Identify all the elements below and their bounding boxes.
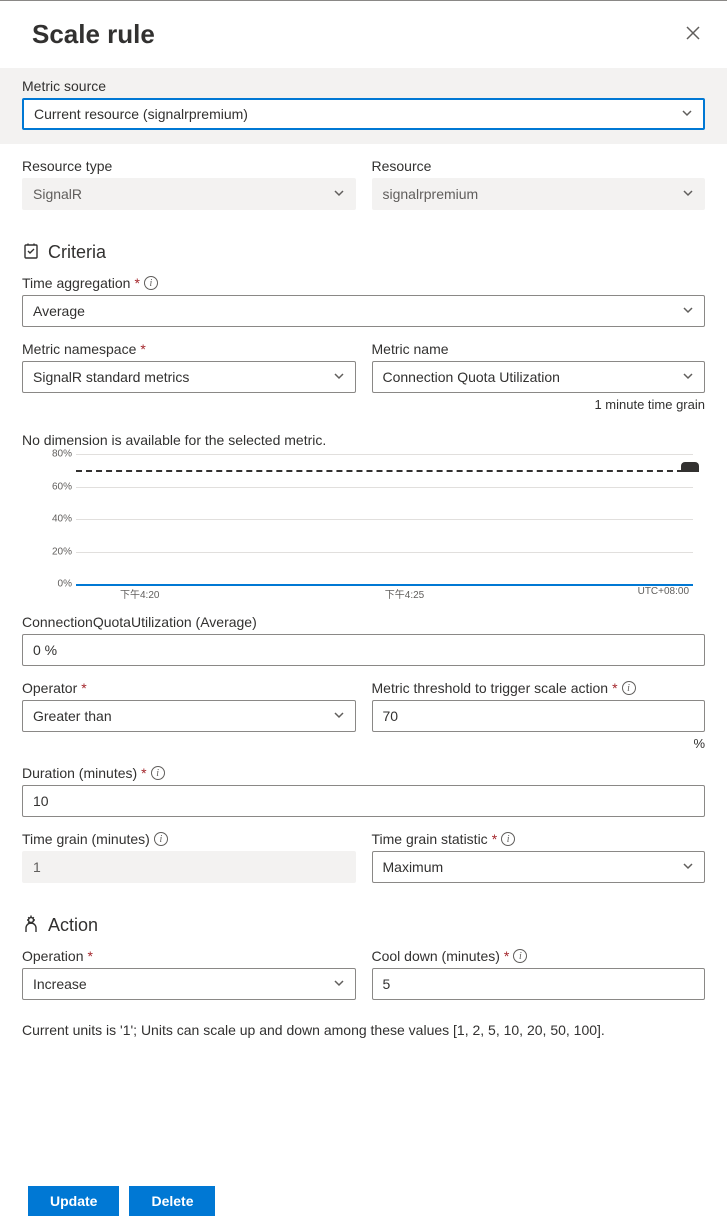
required-indicator: * (87, 948, 92, 964)
operator-value: Greater than (33, 708, 112, 724)
duration-value[interactable] (33, 793, 674, 809)
info-icon[interactable]: i (513, 949, 527, 963)
info-icon[interactable]: i (151, 766, 165, 780)
metric-name-label: Metric name (372, 341, 706, 357)
required-indicator: * (612, 680, 617, 696)
panel-title: Scale rule (32, 19, 155, 50)
metric-source-select[interactable]: Current resource (signalrpremium) (22, 98, 705, 130)
chevron-down-icon (333, 976, 345, 992)
update-button[interactable]: Update (28, 1186, 119, 1216)
action-icon (22, 915, 40, 936)
metric-chart: 80% 60% 40% 20% 0% 下午4:20 下午4:25 UTC+08:… (22, 454, 705, 614)
x-tick-label: 下午4:25 (310, 586, 500, 601)
info-icon[interactable]: i (154, 832, 168, 846)
chevron-down-icon (333, 708, 345, 724)
chevron-down-icon (333, 369, 345, 385)
resource-type-select: SignalR (22, 178, 356, 210)
operator-select[interactable]: Greater than (22, 700, 356, 732)
time-aggregation-value: Average (33, 303, 85, 319)
metric-namespace-label: Metric namespace * (22, 341, 356, 357)
time-grain-statistic-label: Time grain statistic * i (372, 831, 706, 847)
y-tick-label: 60% (36, 481, 72, 492)
cooldown-value[interactable] (383, 976, 675, 992)
info-icon[interactable]: i (622, 681, 636, 695)
scale-rule-panel: Scale rule Metric source Current resourc… (0, 0, 727, 1228)
y-tick-label: 40% (36, 514, 72, 525)
criteria-section-header: Criteria (22, 242, 705, 263)
action-section-header: Action (22, 915, 705, 936)
panel-footer: Update Delete (0, 1174, 727, 1228)
chevron-down-icon (682, 369, 694, 385)
metric-name-value: Connection Quota Utilization (383, 369, 560, 385)
criteria-icon (22, 242, 40, 263)
resource-label: Resource (372, 158, 706, 174)
y-tick-label: 0% (36, 579, 72, 590)
duration-input[interactable] (22, 785, 705, 817)
no-dimension-note: No dimension is available for the select… (22, 432, 705, 448)
required-indicator: * (140, 341, 145, 357)
x-tick-label: 下午4:20 (80, 586, 310, 601)
chevron-down-icon (333, 186, 345, 202)
current-metric-value[interactable] (33, 642, 674, 658)
required-indicator: * (134, 275, 139, 291)
y-tick-label: 20% (36, 546, 72, 557)
time-grain-minutes-input (22, 851, 356, 883)
metric-source-band: Metric source Current resource (signalrp… (0, 68, 727, 144)
threshold-label: Metric threshold to trigger scale action… (372, 680, 706, 696)
metric-namespace-select[interactable]: SignalR standard metrics (22, 361, 356, 393)
units-note: Current units is '1'; Units can scale up… (22, 1022, 705, 1038)
close-icon[interactable] (681, 21, 705, 48)
operation-value: Increase (33, 976, 87, 992)
chevron-down-icon (682, 186, 694, 202)
cooldown-input[interactable] (372, 968, 706, 1000)
chevron-down-icon (682, 859, 694, 875)
x-tick-label: UTC+08:00 (499, 586, 689, 601)
metric-name-select[interactable]: Connection Quota Utilization (372, 361, 706, 393)
info-icon[interactable]: i (144, 276, 158, 290)
panel-header: Scale rule (0, 1, 727, 68)
resource-type-label: Resource type (22, 158, 356, 174)
operation-label: Operation * (22, 948, 356, 964)
y-tick-label: 80% (36, 449, 72, 460)
operation-select[interactable]: Increase (22, 968, 356, 1000)
time-grain-statistic-value: Maximum (383, 859, 444, 875)
required-indicator: * (141, 765, 146, 781)
time-grain-statistic-select[interactable]: Maximum (372, 851, 706, 883)
metric-line (76, 584, 693, 586)
resource-value: signalrpremium (383, 186, 479, 202)
info-icon[interactable]: i (501, 832, 515, 846)
chart-x-axis: 下午4:20 下午4:25 UTC+08:00 (76, 586, 693, 601)
chevron-down-icon (682, 303, 694, 319)
chevron-down-icon (681, 106, 693, 122)
current-metric-label: ConnectionQuotaUtilization (Average) (22, 614, 705, 630)
required-indicator: * (504, 948, 509, 964)
time-aggregation-label: Time aggregation * i (22, 275, 705, 291)
current-metric-input[interactable] (22, 634, 705, 666)
required-indicator: * (492, 831, 497, 847)
cooldown-label: Cool down (minutes) * i (372, 948, 706, 964)
threshold-input[interactable] (372, 700, 706, 732)
time-aggregation-select[interactable]: Average (22, 295, 705, 327)
metric-namespace-value: SignalR standard metrics (33, 369, 189, 385)
action-title: Action (48, 915, 98, 936)
time-grain-minutes-value (33, 859, 325, 875)
chart-plot-area: 80% 60% 40% 20% 0% (76, 454, 693, 584)
threshold-line (76, 470, 693, 472)
threshold-unit: % (372, 736, 706, 751)
metric-source-label: Metric source (22, 78, 705, 94)
duration-label: Duration (minutes) * i (22, 765, 705, 781)
threshold-value[interactable] (383, 708, 675, 724)
resource-select: signalrpremium (372, 178, 706, 210)
delete-button[interactable]: Delete (129, 1186, 215, 1216)
resource-type-value: SignalR (33, 186, 82, 202)
operator-label: Operator * (22, 680, 356, 696)
chart-spike (681, 462, 699, 472)
criteria-title: Criteria (48, 242, 106, 263)
time-grain-hint: 1 minute time grain (372, 397, 706, 412)
metric-source-value: Current resource (signalrpremium) (34, 106, 248, 122)
time-grain-minutes-label: Time grain (minutes) i (22, 831, 356, 847)
required-indicator: * (81, 680, 86, 696)
